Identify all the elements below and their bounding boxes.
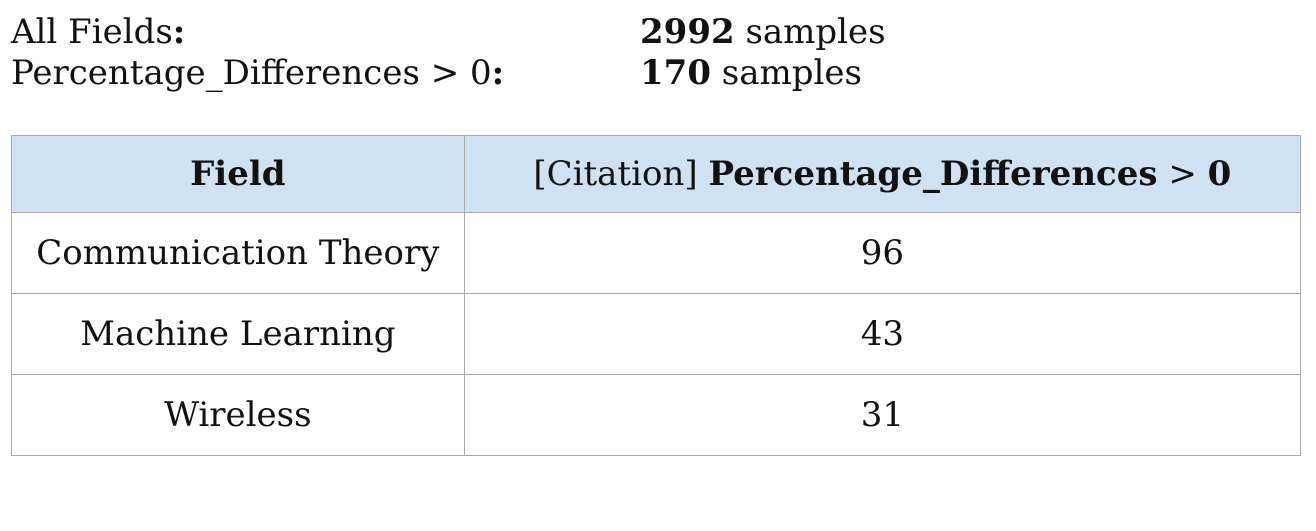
table-row: Wireless 31 — [11, 374, 1302, 456]
table-row: Machine Learning 43 — [11, 293, 1302, 375]
summary-label-filtered: Percentage_Differences > 0: — [11, 53, 505, 93]
summary-value-filtered: 170 samples — [640, 53, 862, 93]
cell-field: Machine Learning — [11, 293, 465, 375]
cell-field: Wireless — [11, 374, 465, 456]
cell-value: 31 — [463, 374, 1302, 456]
summary-value-all-fields: 2992 samples — [640, 12, 886, 52]
header-field: Field — [11, 135, 465, 213]
summary-count-filtered: 170 — [640, 53, 711, 93]
summary-row-filtered: Percentage_Differences > 0: 170 samples — [11, 53, 1301, 94]
summary-count-all-fields: 2992 — [640, 12, 735, 52]
cell-value: 43 — [463, 293, 1302, 375]
results-table-body: Communication Theory 96 Machine Learning… — [11, 212, 1302, 456]
cell-field: Communication Theory — [11, 212, 465, 294]
cell-value: 96 — [463, 212, 1302, 294]
header-row: Field [Citation] Percentage_Differences … — [11, 135, 1302, 213]
table-row: Communication Theory 96 — [11, 212, 1302, 294]
summary-label-all-fields: All Fields: — [11, 12, 186, 52]
summary-row-all-fields: All Fields: 2992 samples — [11, 12, 1301, 53]
results-table: Field [Citation] Percentage_Differences … — [11, 135, 1302, 456]
results-table-header: Field [Citation] Percentage_Differences … — [11, 135, 1302, 213]
summary-block: All Fields: 2992 samples Percentage_Diff… — [11, 12, 1301, 94]
header-metric: [Citation] Percentage_Differences > 0 — [463, 135, 1302, 213]
